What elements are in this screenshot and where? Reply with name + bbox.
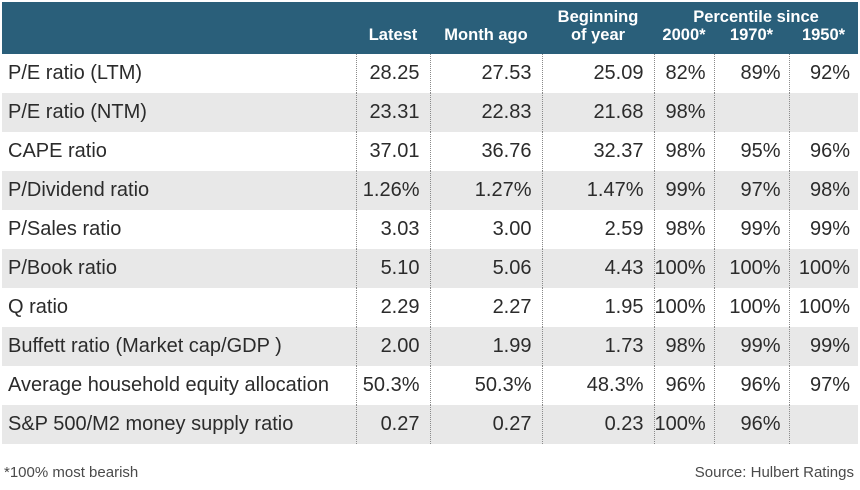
table-row: Buffett ratio (Market cap/GDP ) 2.00 1.9… [2,327,859,366]
header-month-ago-top [430,2,542,26]
cell-pct-1950: 99% [788,210,859,249]
cell-latest: 0.27 [355,405,430,444]
cell-latest: 5.10 [355,249,430,288]
cell-month-ago: 1.99 [429,327,542,366]
header-label-blank [2,26,356,54]
cell-pct-1970: 100% [713,288,789,327]
cell-pct-2000: 98% [653,132,714,171]
cell-beginning: 48.3% [541,366,654,405]
cell-pct-1970: 99% [713,210,789,249]
cell-pct-1950: 96% [788,132,859,171]
cell-pct-2000: 82% [653,54,714,93]
cell-latest: 28.25 [355,54,430,93]
cell-beginning: 32.37 [541,132,654,171]
cell-latest: 2.00 [355,327,430,366]
table-row: Q ratio 2.29 2.27 1.95 100% 100% 100% [2,288,859,327]
cell-pct-1970: 97% [713,171,789,210]
header-beginning-line2: of year [542,26,654,54]
cell-latest: 23.31 [355,93,430,132]
valuation-table: Beginning Percentile since Latest Month … [2,2,859,444]
cell-latest: 37.01 [355,132,430,171]
table-row: S&P 500/M2 money supply ratio 0.27 0.27 … [2,405,859,444]
row-label: P/E ratio (NTM) [2,93,356,132]
cell-pct-1950: 92% [788,54,859,93]
header-blank [2,2,356,26]
cell-pct-2000: 100% [653,249,714,288]
cell-month-ago: 22.83 [429,93,542,132]
header-percentile-since: Percentile since [654,2,859,26]
cell-pct-2000: 99% [653,171,714,210]
table-row: P/E ratio (NTM) 23.31 22.83 21.68 98% [2,93,859,132]
row-label: Buffett ratio (Market cap/GDP ) [2,327,356,366]
row-label: P/Sales ratio [8,218,122,240]
header-2000: 2000* [654,26,714,54]
header-beginning-line1: Beginning [542,2,654,26]
cell-month-ago: 27.53 [429,54,542,93]
cell-pct-1970: 99% [713,327,789,366]
table-row: Average household equity allocation 50.3… [2,366,859,405]
header-1950: 1950* [789,26,859,54]
footnote: *100% most bearish [4,464,139,481]
header-month-ago: Month ago [430,26,542,54]
cell-pct-1950: 98% [788,171,859,210]
cell-pct-2000: 96% [653,366,714,405]
table-row: P/Book ratio 5.10 5.06 4.43 100% 100% 10… [2,249,859,288]
table-header: Beginning Percentile since Latest Month … [2,2,859,54]
cell-beginning: 0.23 [541,405,654,444]
cell-pct-1950: 97% [788,366,859,405]
table-row: P/Dividend ratio 1.26% 1.27% 1.47% 99% 9… [2,171,859,210]
cell-pct-1950: 100% [788,288,859,327]
cell-pct-2000: 100% [653,405,714,444]
cell-latest: 1.26% [355,171,430,210]
table-row: CAPE ratio 37.01 36.76 32.37 98% 95% 96% [2,132,859,171]
cell-beginning: 1.47% [541,171,654,210]
cell-beginning: 1.95 [541,288,654,327]
cell-month-ago: 3.00 [429,210,542,249]
cell-latest: 3.03 [355,210,430,249]
table-row: P/Sales ratio 3.03 3.00 2.59 98% 99% 99% [2,210,859,249]
cell-pct-1950 [788,93,859,132]
cell-pct-2000: 100% [653,288,714,327]
table-body: P/E ratio (LTM) 28.25 27.53 25.09 82% 89… [2,54,859,444]
cell-pct-1970: 100% [713,249,789,288]
row-label: Q ratio [8,296,69,318]
cell-month-ago: 5.06 [429,249,542,288]
cell-pct-1970: 89% [713,54,789,93]
cell-beginning: 1.73 [541,327,654,366]
row-label: S&P 500/M2 money supply ratio [2,405,356,444]
header-1970: 1970* [714,26,789,54]
cell-pct-2000: 98% [653,210,714,249]
row-label: Average household equity allocation [8,374,329,396]
cell-beginning: 4.43 [541,249,654,288]
cell-latest: 2.29 [355,288,430,327]
cell-beginning: 25.09 [541,54,654,93]
row-label: CAPE ratio [8,140,107,162]
cell-latest: 50.3% [355,366,430,405]
cell-pct-1970 [713,93,789,132]
cell-pct-1970: 95% [713,132,789,171]
cell-month-ago: 0.27 [429,405,542,444]
cell-pct-1950: 100% [788,249,859,288]
cell-month-ago: 1.27% [429,171,542,210]
row-label: P/Dividend ratio [2,171,356,210]
row-label: P/E ratio (LTM) [8,62,143,84]
header-latest-top [356,2,430,26]
cell-pct-1970: 96% [713,405,789,444]
cell-beginning: 21.68 [541,93,654,132]
header-latest: Latest [356,26,430,54]
cell-pct-1950 [788,405,859,444]
table-row: P/E ratio (LTM) 28.25 27.53 25.09 82% 89… [2,54,859,93]
cell-pct-1970: 96% [713,366,789,405]
source-note: Source: Hulbert Ratings [694,464,854,481]
cell-beginning: 2.59 [541,210,654,249]
cell-month-ago: 36.76 [429,132,542,171]
cell-month-ago: 2.27 [429,288,542,327]
cell-pct-2000: 98% [653,327,714,366]
row-label: P/Book ratio [2,249,356,288]
cell-pct-1950: 99% [788,327,859,366]
cell-month-ago: 50.3% [429,366,542,405]
cell-pct-2000: 98% [653,93,714,132]
